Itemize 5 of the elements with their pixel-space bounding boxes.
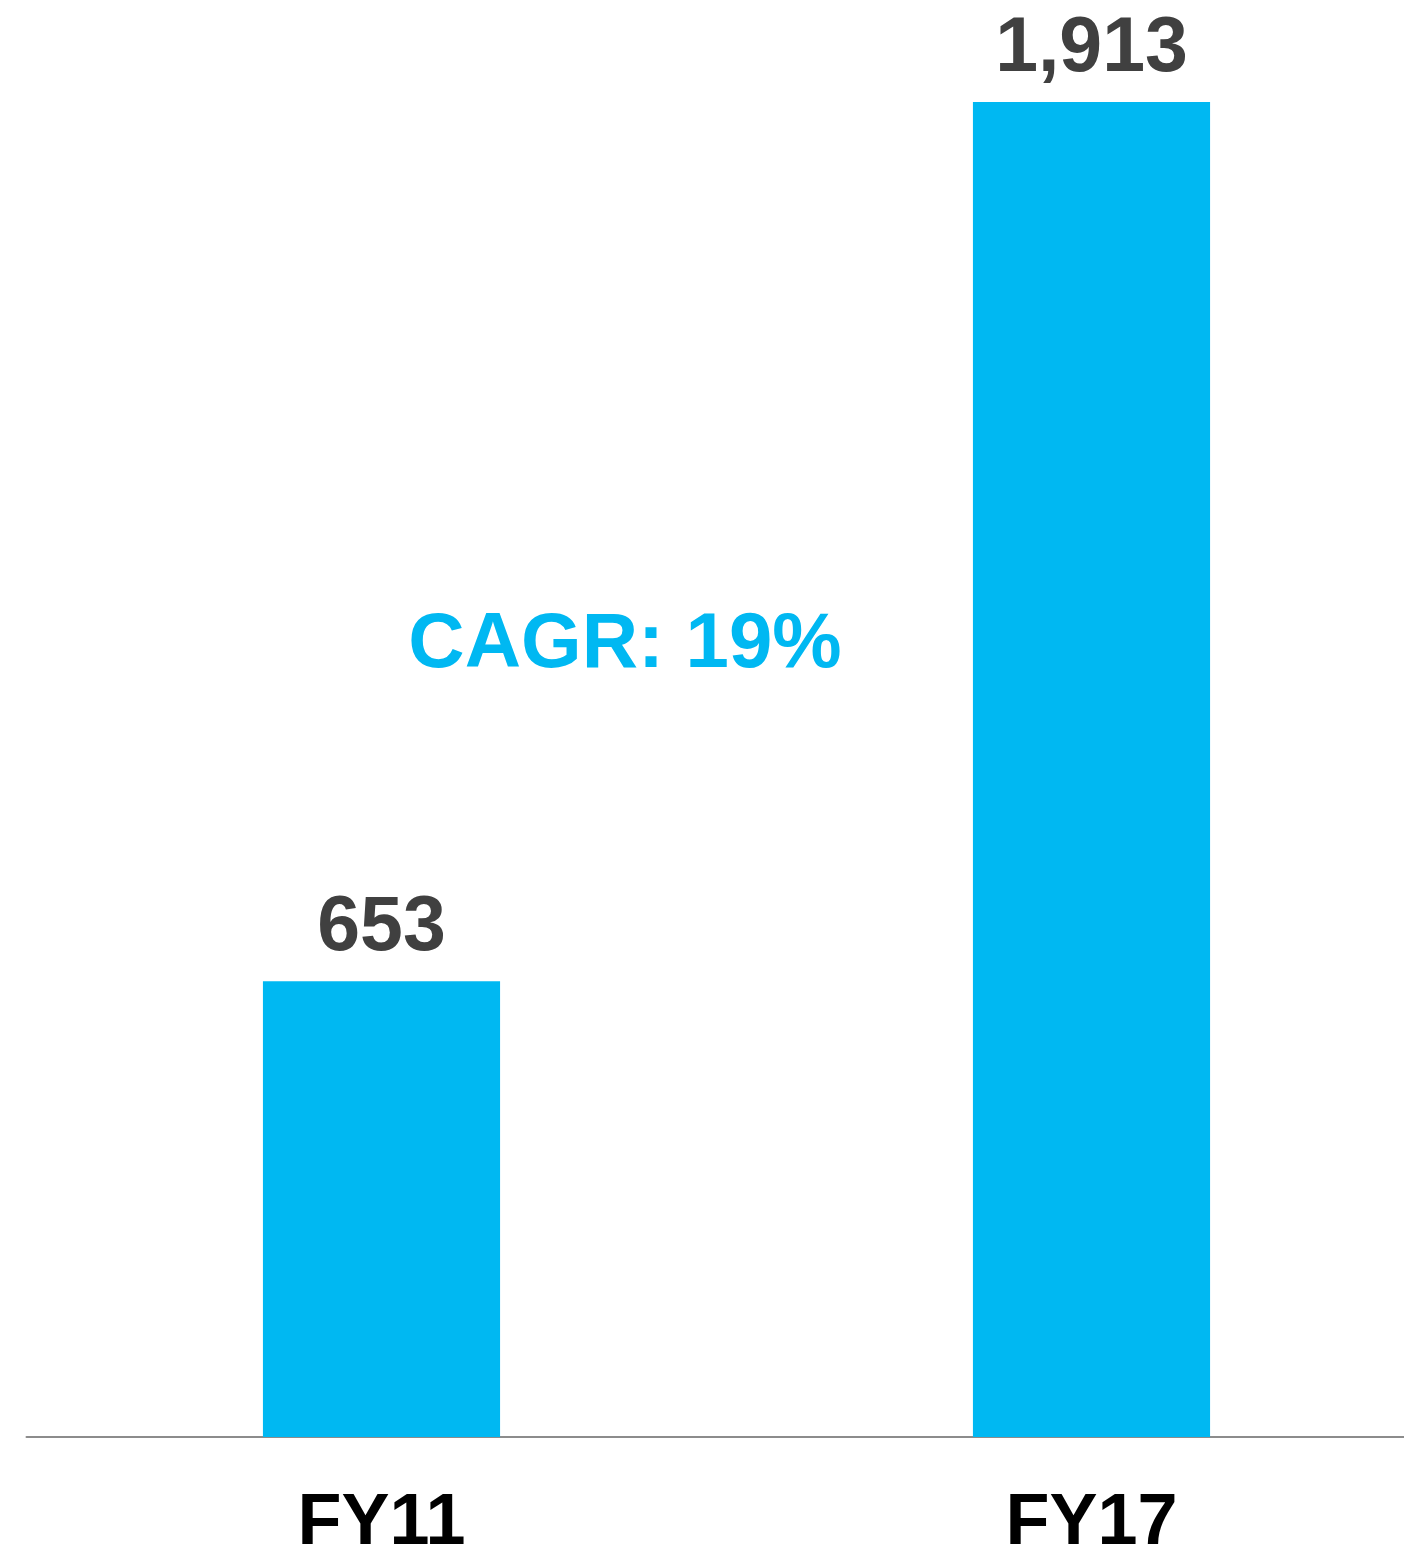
data-label: 1,913 [995, 0, 1188, 87]
x-tick-label: FY11 [297, 1479, 466, 1559]
data-label: 653 [317, 879, 446, 966]
x-tick-label: FY17 [1005, 1479, 1178, 1559]
annotation: CAGR: 19% [408, 596, 842, 684]
